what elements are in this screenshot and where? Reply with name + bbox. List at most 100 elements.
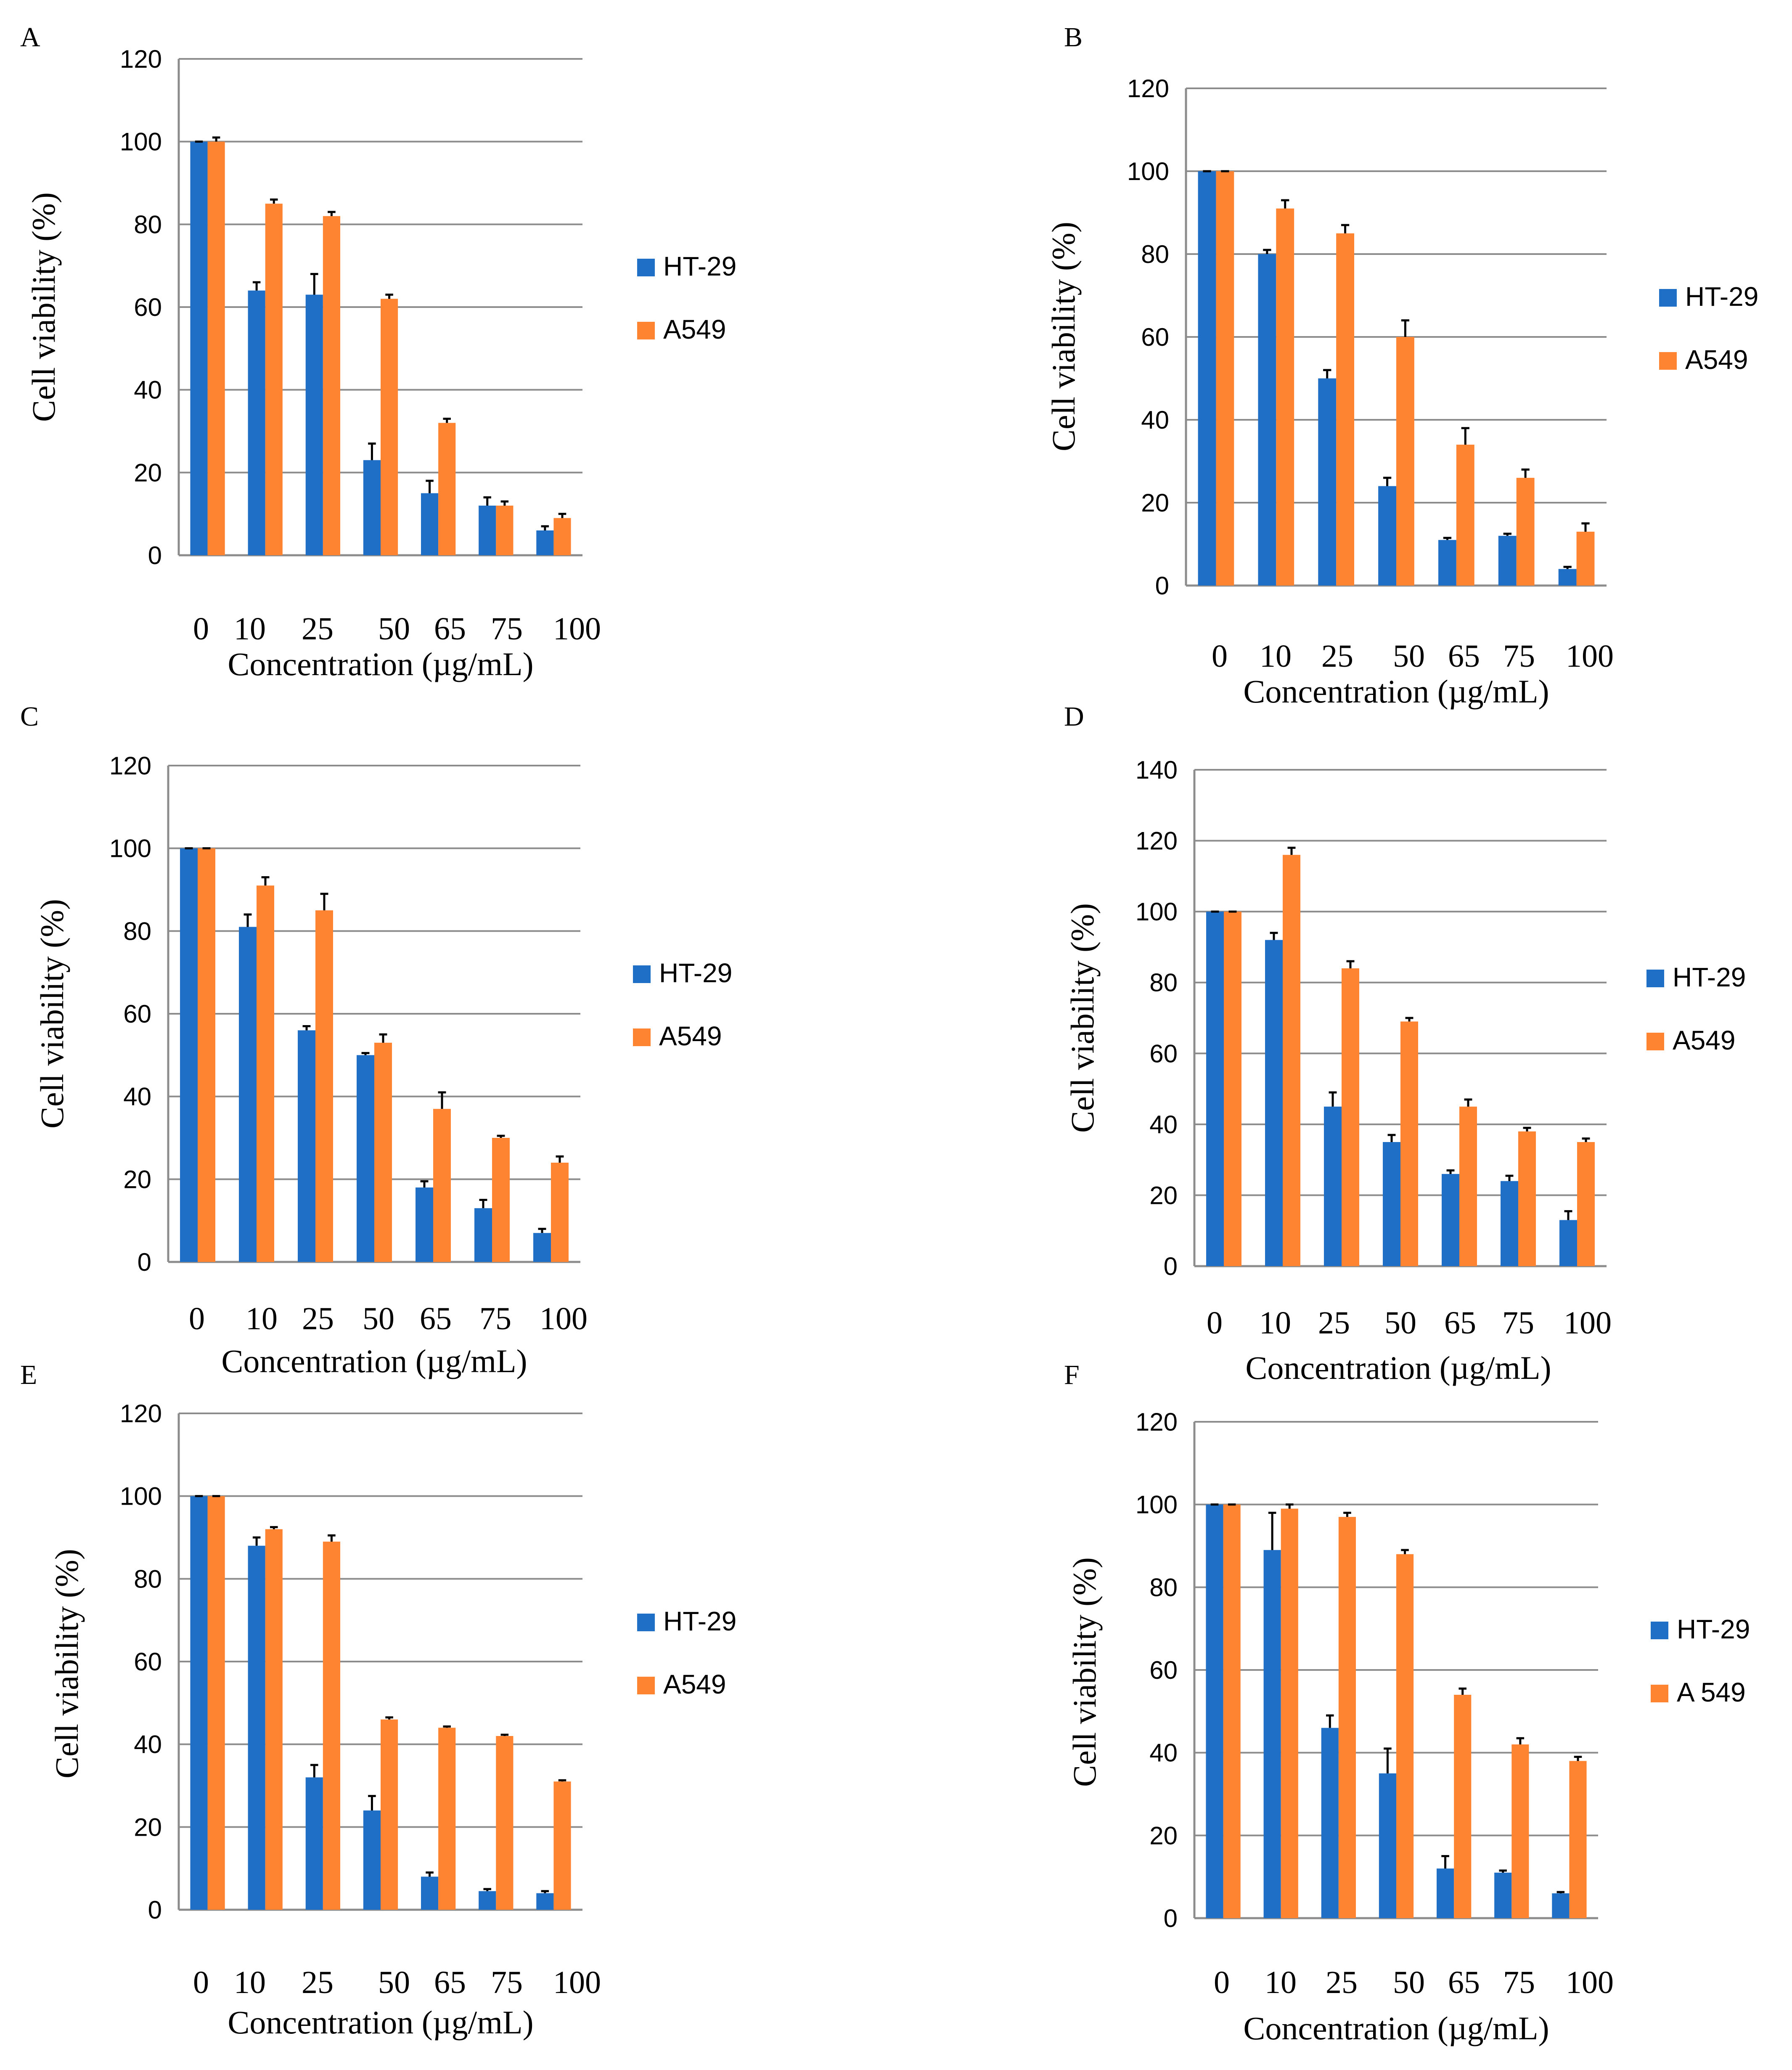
bar-a549-10 bbox=[1276, 208, 1294, 586]
bar-a549-25 bbox=[1336, 233, 1354, 586]
y-tick-label: 60 bbox=[1149, 1039, 1178, 1068]
bar-ht-29-10 bbox=[248, 290, 265, 555]
bar-a549-0 bbox=[207, 1496, 225, 1910]
x-tick-label: 65 bbox=[1448, 639, 1480, 674]
x-tick-label: 10 bbox=[234, 611, 266, 647]
error-bar bbox=[426, 480, 434, 493]
bar-a549-65 bbox=[1454, 1695, 1472, 1918]
x-tick-label: 25 bbox=[302, 1965, 334, 2000]
error-bar bbox=[1329, 1091, 1337, 1107]
panel-letter: F bbox=[1064, 1360, 1080, 1390]
y-tick-label: 80 bbox=[1149, 1573, 1178, 1601]
error-bar bbox=[1443, 537, 1452, 540]
bar-ht-29-65 bbox=[1437, 1869, 1454, 1918]
error-bar bbox=[1574, 1756, 1582, 1761]
y-tick-label: 100 bbox=[1127, 157, 1169, 186]
error-bar bbox=[252, 281, 261, 291]
legend-label: HT-29 bbox=[663, 1606, 736, 1636]
y-tick-label: 40 bbox=[1149, 1739, 1178, 1767]
bar-a549-65 bbox=[1459, 1106, 1477, 1266]
x-tick-label: 10 bbox=[246, 1301, 278, 1336]
x-tick-label: 100 bbox=[540, 1301, 588, 1336]
bar-ht-29-0 bbox=[1206, 912, 1224, 1266]
x-axis-title: Concentration (µg/mL) bbox=[1243, 2010, 1549, 2046]
bar-ht-29-65 bbox=[1442, 1174, 1459, 1266]
bar-ht-29-65 bbox=[1438, 540, 1456, 586]
legend-label: A549 bbox=[1685, 345, 1748, 375]
y-axis-title: Cell viability (%) bbox=[1064, 903, 1101, 1133]
y-tick-label: 20 bbox=[134, 459, 162, 487]
legend: HT-29 A549 bbox=[1646, 962, 1746, 1055]
bar-a549-75 bbox=[496, 506, 514, 555]
bar-ht-29-50 bbox=[363, 460, 381, 555]
bar-a549-100 bbox=[551, 1163, 569, 1262]
panel-letter: C bbox=[20, 701, 39, 732]
y-tick-label: 20 bbox=[123, 1165, 151, 1193]
y-tick-label: 100 bbox=[120, 128, 162, 156]
y-tick-label: 60 bbox=[1141, 323, 1169, 351]
error-bar bbox=[385, 294, 393, 299]
bar-ht-29-10 bbox=[248, 1545, 265, 1910]
x-tick-label: 65 bbox=[1448, 1965, 1480, 2000]
error-bar bbox=[479, 1199, 487, 1209]
x-tick-label: 25 bbox=[302, 611, 334, 647]
bar-ht-29-25 bbox=[1318, 378, 1337, 586]
error-bar bbox=[1458, 1687, 1466, 1695]
error-bar bbox=[1263, 249, 1271, 254]
error-bar bbox=[212, 136, 220, 142]
error-bar bbox=[1582, 1137, 1590, 1142]
x-tick-label: 50 bbox=[378, 611, 410, 647]
error-bar bbox=[500, 1733, 509, 1736]
error-bar bbox=[1521, 468, 1530, 478]
y-tick-label: 100 bbox=[120, 1482, 162, 1511]
error-bar bbox=[1323, 369, 1331, 379]
error-bar bbox=[1341, 224, 1350, 233]
y-tick-label: 60 bbox=[1149, 1656, 1178, 1684]
bar-ht-29-100 bbox=[1558, 569, 1577, 586]
error-bar bbox=[368, 1795, 376, 1810]
legend-swatch-ht-29 bbox=[1651, 1622, 1668, 1639]
y-tick-label: 100 bbox=[109, 835, 151, 863]
error-bar bbox=[1405, 1017, 1413, 1022]
chart-panel-b: B 0 20 40 60 80 100 120 0 10 25 50 65 75 100 Concentrat… bbox=[1045, 22, 1758, 710]
x-axis-title: Concentration (µg/mL) bbox=[1243, 673, 1549, 710]
x-tick-label: 100 bbox=[1564, 1305, 1612, 1341]
x-tick-label: 25 bbox=[302, 1301, 334, 1336]
y-tick-label: 60 bbox=[134, 1648, 162, 1676]
y-tick-label: 100 bbox=[1136, 1491, 1178, 1519]
x-axis-title: Concentration (µg/mL) bbox=[228, 646, 533, 682]
legend-swatch-a549 bbox=[1651, 1685, 1668, 1702]
error-bar bbox=[385, 1716, 393, 1720]
error-bar bbox=[1564, 1210, 1572, 1220]
chart-panel-d: D 0 20 40 60 80 100 120 140 0 10 25 50 65 75 100 Concent… bbox=[1064, 701, 1746, 1386]
error-bar bbox=[1461, 427, 1469, 445]
y-axis-title: Cell viability (%) bbox=[1045, 222, 1082, 451]
x-axis-title: Concentration (µg/mL) bbox=[228, 2004, 533, 2041]
error-bar bbox=[500, 500, 509, 506]
y-tick-label: 40 bbox=[123, 1083, 151, 1111]
y-tick-label: 20 bbox=[134, 1813, 162, 1841]
legend: HT-29 A549 bbox=[1659, 281, 1758, 375]
panel-letter: B bbox=[1064, 22, 1083, 53]
error-bar bbox=[1384, 1747, 1392, 1773]
panel-letter: E bbox=[20, 1360, 37, 1390]
error-bar bbox=[1503, 533, 1511, 536]
error-bar bbox=[1441, 1855, 1449, 1869]
x-tick-label: 75 bbox=[491, 611, 523, 647]
bar-a549-75 bbox=[1511, 1744, 1529, 1918]
bar-a549-10 bbox=[257, 885, 274, 1262]
error-bar bbox=[1523, 1126, 1531, 1132]
x-tick-label: 75 bbox=[1503, 1965, 1535, 2000]
legend: HT-29 A549 bbox=[633, 958, 732, 1051]
x-tick-label: 65 bbox=[434, 611, 466, 647]
x-tick-label: 50 bbox=[1384, 1305, 1416, 1341]
error-bar bbox=[361, 1052, 370, 1055]
error-bar bbox=[438, 1091, 446, 1109]
error-bar bbox=[1326, 1714, 1334, 1728]
bar-a549-50 bbox=[374, 1042, 392, 1262]
bar-ht-29-75 bbox=[1498, 535, 1517, 586]
x-tick-label: 10 bbox=[1265, 1965, 1297, 2000]
error-bar bbox=[1287, 846, 1296, 855]
chart-panel-e: E 0 20 40 60 80 100 120 0 10 25 50 65 75 100 Concentrat… bbox=[20, 1360, 736, 2041]
